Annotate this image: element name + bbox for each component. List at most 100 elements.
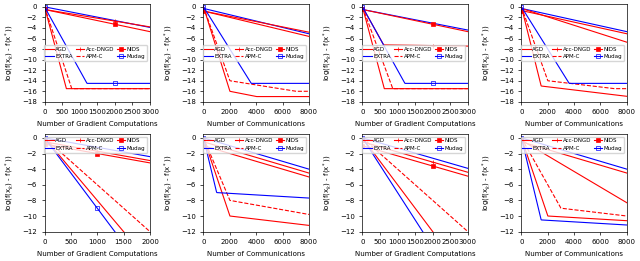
AGD bbox=[129, 242, 137, 245]
Acc-DNGD bbox=[200, 140, 208, 144]
EXTRA bbox=[41, 136, 49, 139]
Acc-DNGD bbox=[607, 167, 614, 170]
Line: NIDS: NIDS bbox=[519, 138, 629, 205]
Mudag bbox=[41, 6, 49, 9]
NIDS bbox=[613, 30, 621, 33]
Acc-DNGD bbox=[41, 140, 49, 143]
EXTRA bbox=[295, 30, 303, 33]
NIDS bbox=[421, 21, 429, 24]
Mudag bbox=[129, 255, 137, 258]
AGD bbox=[582, 90, 590, 93]
NIDS bbox=[580, 23, 588, 26]
X-axis label: Number of Communications: Number of Communications bbox=[207, 121, 305, 127]
NIDS bbox=[103, 21, 111, 24]
X-axis label: Number of Gradient Computations: Number of Gradient Computations bbox=[37, 251, 157, 257]
APM-C bbox=[129, 215, 137, 218]
Mudag bbox=[262, 82, 270, 85]
AGD bbox=[580, 217, 588, 220]
Acc-DNGD bbox=[613, 38, 621, 41]
Mudag bbox=[41, 137, 49, 140]
Line: AGD: AGD bbox=[45, 138, 150, 261]
NIDS bbox=[129, 158, 137, 162]
APM-C bbox=[610, 87, 618, 90]
EXTRA bbox=[582, 21, 590, 24]
Mudag bbox=[623, 223, 630, 227]
Mudag bbox=[580, 221, 588, 224]
APM-C bbox=[580, 84, 588, 87]
Acc-DNGD bbox=[358, 140, 366, 143]
Legend: AGD, EXTRA, Acc-DNGD, APM-C, NIDS, Mudag: AGD, EXTRA, Acc-DNGD, APM-C, NIDS, Mudag bbox=[362, 137, 465, 153]
APM-C bbox=[296, 90, 303, 93]
Line: Mudag: Mudag bbox=[519, 136, 629, 227]
Line: EXTRA: EXTRA bbox=[362, 138, 468, 168]
APM-C bbox=[146, 230, 154, 233]
AGD bbox=[423, 222, 431, 226]
APM-C bbox=[448, 87, 456, 90]
Acc-DNGD bbox=[105, 152, 113, 155]
NIDS bbox=[262, 163, 269, 166]
APM-C bbox=[623, 215, 630, 218]
Mudag bbox=[264, 194, 272, 197]
NIDS bbox=[580, 176, 588, 179]
Line: Acc-DNGD: Acc-DNGD bbox=[519, 140, 629, 175]
EXTRA bbox=[136, 24, 144, 27]
EXTRA bbox=[423, 21, 431, 24]
EXTRA bbox=[607, 26, 614, 29]
APM-C bbox=[200, 5, 207, 8]
Mudag bbox=[262, 194, 270, 197]
APM-C bbox=[614, 87, 621, 90]
APM-C bbox=[262, 85, 269, 88]
X-axis label: Number of Gradient Computations: Number of Gradient Computations bbox=[355, 121, 476, 127]
EXTRA bbox=[264, 156, 272, 159]
NIDS bbox=[359, 8, 367, 11]
AGD bbox=[358, 5, 366, 8]
Acc-DNGD bbox=[423, 44, 431, 47]
Line: Acc-DNGD: Acc-DNGD bbox=[360, 140, 470, 174]
Mudag bbox=[358, 5, 366, 8]
EXTRA bbox=[464, 167, 472, 170]
APM-C bbox=[262, 205, 270, 209]
APM-C bbox=[464, 87, 472, 90]
NIDS bbox=[103, 154, 111, 157]
Acc-DNGD bbox=[264, 159, 272, 163]
AGD bbox=[104, 87, 111, 90]
Line: EXTRA: EXTRA bbox=[362, 9, 468, 30]
APM-C bbox=[136, 87, 144, 90]
Line: Acc-DNGD: Acc-DNGD bbox=[42, 7, 152, 29]
Acc-DNGD bbox=[262, 159, 270, 162]
Line: NIDS: NIDS bbox=[42, 7, 152, 34]
AGD bbox=[200, 7, 208, 10]
NIDS bbox=[262, 25, 270, 28]
EXTRA bbox=[103, 147, 111, 151]
AGD bbox=[289, 95, 296, 98]
Line: EXTRA: EXTRA bbox=[45, 7, 150, 27]
APM-C bbox=[518, 6, 525, 9]
APM-C bbox=[421, 192, 429, 195]
Mudag bbox=[146, 82, 154, 85]
APM-C bbox=[518, 5, 525, 8]
APM-C bbox=[262, 205, 269, 208]
APM-C bbox=[305, 90, 313, 93]
Acc-DNGD bbox=[623, 171, 630, 175]
EXTRA bbox=[264, 22, 272, 26]
Line: AGD: AGD bbox=[522, 7, 627, 96]
Legend: AGD, EXTRA, Acc-DNGD, APM-C, NIDS, Mudag: AGD, EXTRA, Acc-DNGD, APM-C, NIDS, Mudag bbox=[203, 45, 306, 61]
Mudag bbox=[518, 6, 525, 9]
AGD bbox=[421, 220, 429, 223]
Acc-DNGD bbox=[305, 31, 313, 34]
APM-C bbox=[582, 210, 590, 213]
Mudag bbox=[264, 82, 272, 85]
NIDS bbox=[104, 21, 111, 24]
NIDS bbox=[136, 159, 144, 163]
APM-C bbox=[68, 87, 76, 90]
AGD bbox=[41, 137, 49, 140]
NIDS bbox=[447, 170, 455, 173]
EXTRA bbox=[607, 163, 614, 166]
Acc-DNGD bbox=[289, 167, 296, 170]
EXTRA bbox=[623, 168, 630, 171]
NIDS bbox=[262, 163, 270, 166]
Acc-DNGD bbox=[454, 168, 462, 171]
Mudag bbox=[359, 6, 367, 9]
Mudag bbox=[607, 82, 614, 85]
Mudag bbox=[106, 82, 113, 85]
